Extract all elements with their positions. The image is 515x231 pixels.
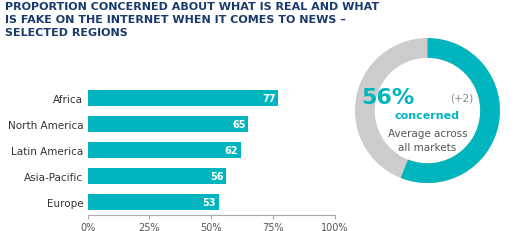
Bar — [88, 194, 218, 210]
Text: 53: 53 — [202, 197, 216, 207]
Bar — [88, 90, 278, 106]
Text: 62: 62 — [225, 145, 238, 155]
Text: Average across
all markets: Average across all markets — [388, 129, 467, 152]
Text: 65: 65 — [232, 119, 246, 129]
Text: PROPORTION CONCERNED ABOUT WHAT IS REAL AND WHAT
IS FAKE ON THE INTERNET WHEN IT: PROPORTION CONCERNED ABOUT WHAT IS REAL … — [5, 2, 379, 38]
Wedge shape — [355, 39, 500, 183]
Bar — [88, 168, 226, 184]
Bar — [88, 142, 241, 158]
Wedge shape — [401, 39, 500, 183]
Bar — [88, 116, 248, 132]
Text: 77: 77 — [262, 93, 276, 103]
Text: 56%: 56% — [361, 88, 414, 108]
Text: (+2): (+2) — [450, 93, 474, 103]
Text: concerned: concerned — [395, 111, 460, 121]
Text: 56: 56 — [210, 171, 224, 181]
